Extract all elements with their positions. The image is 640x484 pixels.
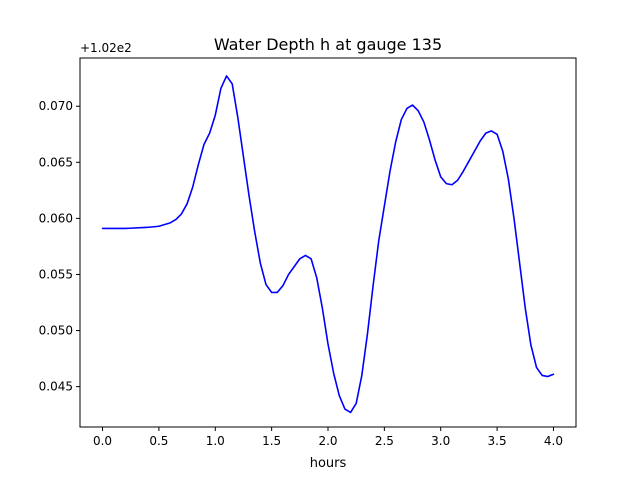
series-line-0 — [101, 75, 555, 414]
y-tick-label: 0.045 — [39, 380, 73, 394]
x-tick-label: 3.0 — [431, 434, 450, 448]
x-tick-label: 4.0 — [544, 434, 563, 448]
chart-title: Water Depth h at gauge 135 — [214, 35, 442, 54]
y-tick-label: 0.070 — [39, 99, 73, 113]
x-tick-label: 2.0 — [318, 434, 337, 448]
x-tick-label: 3.5 — [488, 434, 507, 448]
y-tick-label: 0.065 — [39, 155, 73, 169]
x-tick-label: 0.0 — [93, 434, 112, 448]
y-tick-label: 0.050 — [39, 324, 73, 338]
y-tick-label: 0.060 — [39, 211, 73, 225]
x-axis-label: hours — [310, 456, 347, 471]
y-tick-label: 0.055 — [39, 267, 73, 281]
x-tick-label: 1.5 — [262, 434, 281, 448]
x-tick-label: 1.0 — [206, 434, 225, 448]
plot-area: 0.0 0.5 1.0 1.5 2.0 2.5 3.0 3.5 4.0 0.045 0.050 0.0… — [39, 57, 577, 448]
x-tick-label: 0.5 — [149, 434, 168, 448]
x-tick-label: 2.5 — [375, 434, 394, 448]
y-axis-offset-text: +1.02e2 — [80, 41, 132, 55]
